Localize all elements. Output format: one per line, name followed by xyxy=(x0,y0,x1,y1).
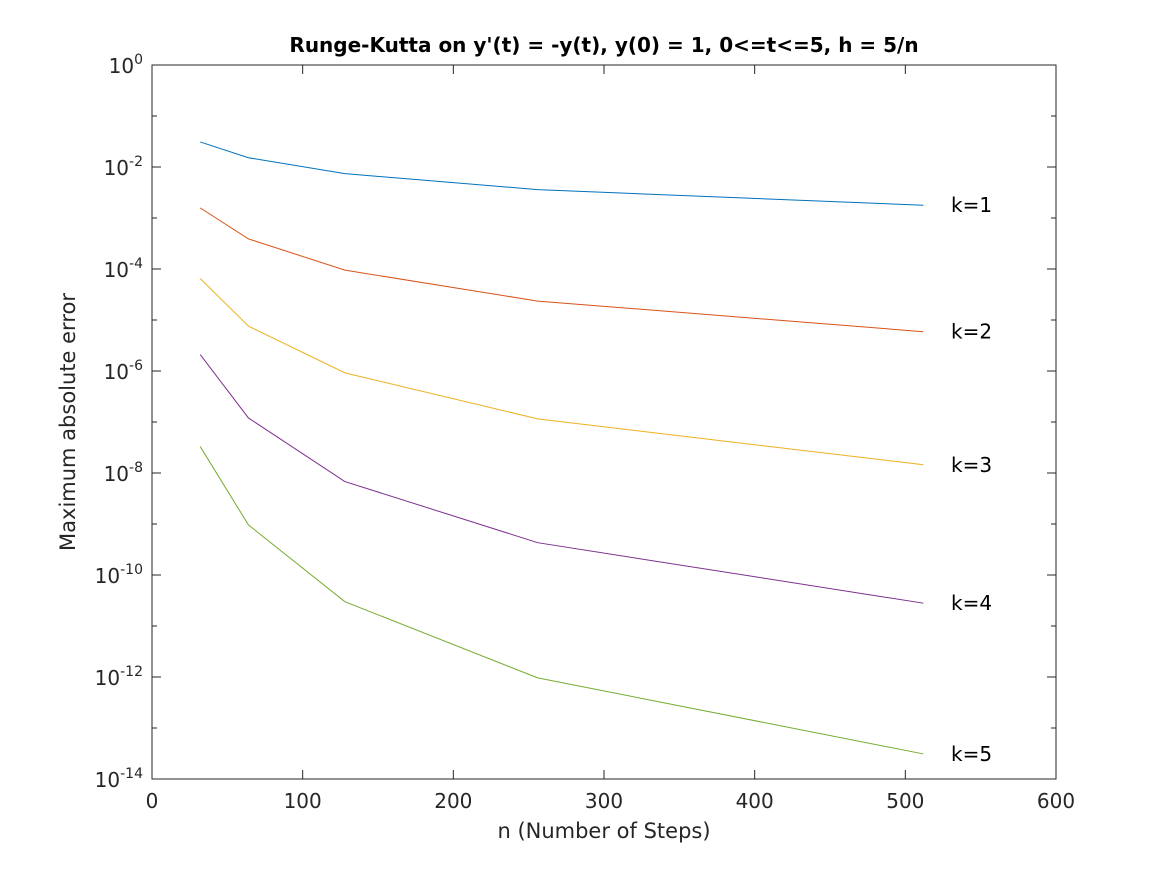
x-tick-label: 600 xyxy=(1037,789,1075,813)
y-tick-base: 10 xyxy=(109,54,134,78)
series-layer xyxy=(199,141,924,755)
y-tick-exponent: -14 xyxy=(120,766,143,782)
series-line-k5 xyxy=(199,446,924,755)
series-line-k2 xyxy=(199,207,924,333)
series-line-k4 xyxy=(199,354,924,604)
y-tick-exponent: -6 xyxy=(129,358,143,374)
y-tick-base: 10 xyxy=(95,666,120,690)
y-tick-exponent: -8 xyxy=(129,460,143,476)
series-label: k=4 xyxy=(951,591,992,615)
x-tick-label: 400 xyxy=(736,789,774,813)
y-tick-base: 10 xyxy=(104,360,129,384)
y-tick-exponent: -2 xyxy=(129,154,143,170)
plot-area xyxy=(152,65,1056,779)
y-tick-exponent: -12 xyxy=(120,664,143,680)
series-label: k=3 xyxy=(951,453,992,477)
y-tick-base: 10 xyxy=(95,768,120,792)
y-tick-exponent: -10 xyxy=(120,562,143,578)
x-tick-label: 100 xyxy=(284,789,322,813)
x-tick-label: 500 xyxy=(886,789,924,813)
y-tick-base: 10 xyxy=(104,258,129,282)
x-tick-label: 200 xyxy=(434,789,472,813)
series-line-k1 xyxy=(200,141,924,206)
y-tick-label: 10-10 xyxy=(95,562,143,588)
y-tick-label: 10-4 xyxy=(104,256,144,282)
y-tick-label: 10-12 xyxy=(95,664,143,690)
y-axis-label: Maximum absolute error xyxy=(56,293,80,551)
y-tick-exponent: -4 xyxy=(129,256,143,272)
series-label-layer: k=1 k=2 k=3 k=4 k=5 xyxy=(951,193,992,766)
tick-layer: 0 100 200 300 400 500 60010010-210-410-610-810… xyxy=(95,52,1075,813)
y-tick-label: 10-8 xyxy=(104,460,143,486)
x-axis-label: n (Number of Steps) xyxy=(497,819,710,843)
y-tick-base: 10 xyxy=(104,156,129,180)
y-tick-exponent: 0 xyxy=(134,52,143,68)
y-tick-base: 10 xyxy=(95,564,120,588)
series-label: k=1 xyxy=(951,193,992,217)
y-tick-label: 10-6 xyxy=(104,358,144,384)
series-line-k3 xyxy=(199,278,924,466)
chart-title: Runge-Kutta on y'(t) = -y(t), y(0) = 1, … xyxy=(289,33,918,57)
y-tick-label: 100 xyxy=(109,52,143,78)
y-tick-label: 10-2 xyxy=(104,154,143,180)
x-tick-label: 300 xyxy=(585,789,623,813)
y-tick-label: 10-14 xyxy=(95,766,143,792)
series-label: k=5 xyxy=(951,742,992,766)
series-label: k=2 xyxy=(951,320,992,344)
x-tick-label: 0 xyxy=(146,789,159,813)
y-tick-base: 10 xyxy=(104,462,129,486)
